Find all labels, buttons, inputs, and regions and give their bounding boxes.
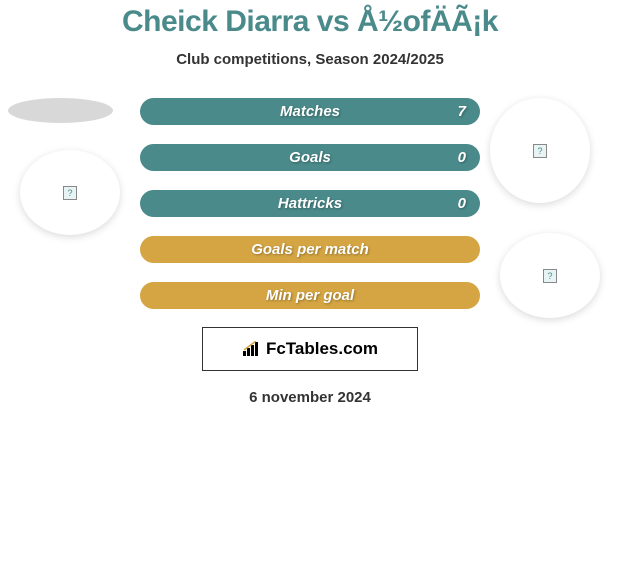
subtitle: Club competitions, Season 2024/2025 (0, 51, 620, 68)
chart-icon (242, 341, 262, 357)
stat-bar-goals-per-match: Goals per match (140, 236, 480, 263)
main-container: Cheick Diarra vs Å½ofÄÃ¡k Club competiti… (0, 0, 620, 406)
stat-value: 0 (458, 195, 466, 212)
stat-value: 0 (458, 149, 466, 166)
logo-text: FcTables.com (266, 339, 378, 359)
page-title: Cheick Diarra vs Å½ofÄÃ¡k (0, 5, 620, 39)
stat-label: Goals per match (251, 241, 369, 258)
stat-label: Matches (280, 103, 340, 120)
player-photo-right-2: ? (500, 233, 600, 318)
stat-bar-goals: Goals 0 (140, 144, 480, 171)
stat-value: 7 (458, 103, 466, 120)
stat-label: Hattricks (278, 195, 342, 212)
ellipse-decoration (8, 98, 113, 123)
player-photo-left: ? (20, 150, 120, 235)
stat-bar-hattricks: Hattricks 0 (140, 190, 480, 217)
stat-label: Min per goal (266, 287, 354, 304)
stats-area: ? ? ? Matches 7 Goals 0 Hattricks 0 Goal… (0, 98, 620, 406)
date-label: 6 november 2024 (0, 389, 620, 406)
image-placeholder-icon: ? (533, 144, 547, 158)
player-photo-right-1: ? (490, 98, 590, 203)
stat-label: Goals (289, 149, 331, 166)
stat-bar-min-per-goal: Min per goal (140, 282, 480, 309)
image-placeholder-icon: ? (543, 269, 557, 283)
fctables-logo: FcTables.com (202, 327, 418, 371)
stat-bars: Matches 7 Goals 0 Hattricks 0 Goals per … (140, 98, 480, 309)
stat-bar-matches: Matches 7 (140, 98, 480, 125)
image-placeholder-icon: ? (63, 186, 77, 200)
